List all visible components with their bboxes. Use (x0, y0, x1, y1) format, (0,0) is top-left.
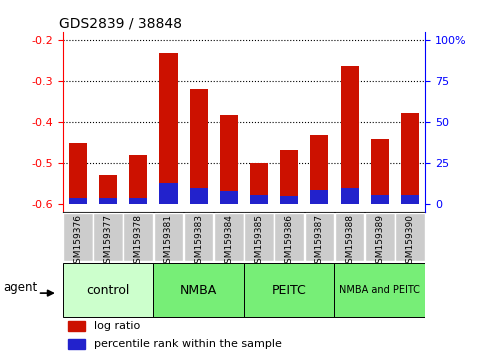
Bar (220, 115, 238, 204)
Bar (189, 89, 208, 204)
Text: log ratio: log ratio (94, 321, 141, 331)
Text: GSM159384: GSM159384 (224, 215, 233, 269)
Text: agent: agent (3, 281, 37, 294)
Bar (69, 199, 87, 204)
Text: GSM159388: GSM159388 (345, 215, 354, 269)
Bar (250, 195, 268, 204)
Bar (129, 198, 147, 204)
Text: GSM159386: GSM159386 (284, 215, 294, 269)
FancyBboxPatch shape (214, 213, 243, 262)
FancyBboxPatch shape (154, 263, 244, 318)
FancyBboxPatch shape (305, 213, 334, 262)
Bar (68, 321, 85, 331)
Bar (250, 163, 268, 204)
Bar (371, 138, 389, 204)
Bar (341, 188, 358, 204)
FancyBboxPatch shape (395, 213, 425, 262)
Bar (371, 195, 389, 204)
Text: GSM159378: GSM159378 (134, 215, 143, 269)
FancyBboxPatch shape (124, 213, 153, 262)
FancyBboxPatch shape (335, 213, 364, 262)
Bar (99, 198, 117, 204)
FancyBboxPatch shape (63, 263, 154, 318)
Text: GDS2839 / 38848: GDS2839 / 38848 (59, 17, 182, 31)
Bar (401, 195, 419, 204)
Bar (280, 150, 298, 204)
Bar (401, 113, 419, 204)
FancyBboxPatch shape (63, 213, 93, 262)
Bar (311, 190, 328, 204)
Text: control: control (86, 284, 130, 297)
Text: GSM159377: GSM159377 (103, 215, 113, 269)
FancyBboxPatch shape (244, 213, 274, 262)
Bar (220, 191, 238, 204)
Text: NMBA and PEITC: NMBA and PEITC (340, 285, 420, 295)
Bar (341, 65, 358, 204)
Text: GSM159389: GSM159389 (375, 215, 384, 269)
Bar (68, 339, 85, 349)
Bar (189, 188, 208, 204)
Bar (159, 183, 178, 204)
Bar (69, 143, 87, 204)
Bar (99, 176, 117, 204)
FancyBboxPatch shape (154, 213, 183, 262)
Text: GSM159390: GSM159390 (405, 215, 414, 269)
Text: GSM159376: GSM159376 (73, 215, 83, 269)
Bar (129, 155, 147, 204)
Text: PEITC: PEITC (272, 284, 307, 297)
FancyBboxPatch shape (334, 263, 425, 318)
Text: GSM159381: GSM159381 (164, 215, 173, 269)
Text: NMBA: NMBA (180, 284, 217, 297)
FancyBboxPatch shape (93, 213, 123, 262)
Text: GSM159383: GSM159383 (194, 215, 203, 269)
Text: GSM159385: GSM159385 (255, 215, 264, 269)
FancyBboxPatch shape (274, 213, 304, 262)
Bar (159, 53, 178, 204)
Bar (280, 196, 298, 204)
FancyBboxPatch shape (365, 213, 395, 262)
FancyBboxPatch shape (184, 213, 213, 262)
Text: percentile rank within the sample: percentile rank within the sample (94, 339, 282, 349)
Text: GSM159387: GSM159387 (315, 215, 324, 269)
Bar (311, 135, 328, 204)
FancyBboxPatch shape (244, 263, 334, 318)
